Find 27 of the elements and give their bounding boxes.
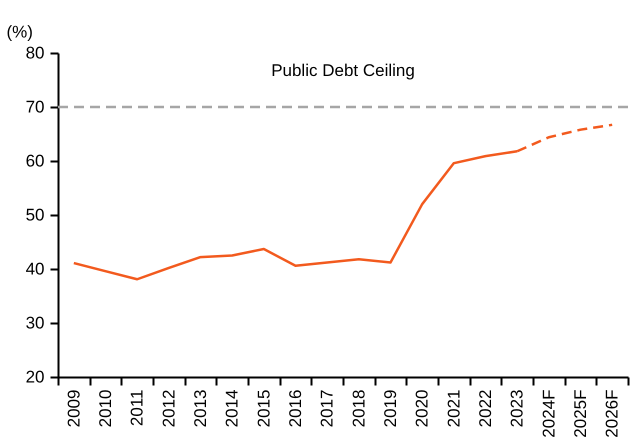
x-tick-label: 2024F [539,390,558,438]
ref-line-label: Public Debt Ceiling [271,61,415,80]
x-tick-label: 2010 [96,390,115,428]
y-tick-label: 80 [26,44,44,62]
x-tick-label: 2021 [444,390,464,428]
y-tick-label: 20 [26,368,44,386]
x-tick-label: 2025F [571,390,590,438]
x-tick-label: 2014 [222,390,242,428]
x-tick-label: 2015 [254,390,274,428]
y-tick-label: 70 [26,98,44,116]
y-tick-label: 50 [26,206,44,224]
x-tick-label: 2026F [602,390,622,438]
x-tick-label: 2013 [191,390,210,428]
y-tick-label: 30 [26,314,44,332]
x-tick-label: 2022 [476,390,495,428]
x-tick-label: 2019 [381,390,400,428]
x-tick-label: 2017 [318,390,337,428]
y-axis-title: (%) [6,22,33,42]
x-tick-label: 2011 [128,390,147,426]
x-tick-label: 2023 [508,390,527,428]
x-tick-label: 2012 [159,390,178,428]
y-tick-label: 60 [26,152,44,170]
x-tick-label: 2009 [64,390,84,428]
x-tick-label: 2018 [349,390,368,428]
x-tick-label: 2016 [286,390,305,428]
y-tick-label: 40 [26,260,44,278]
x-tick-label: 2020 [412,390,432,428]
